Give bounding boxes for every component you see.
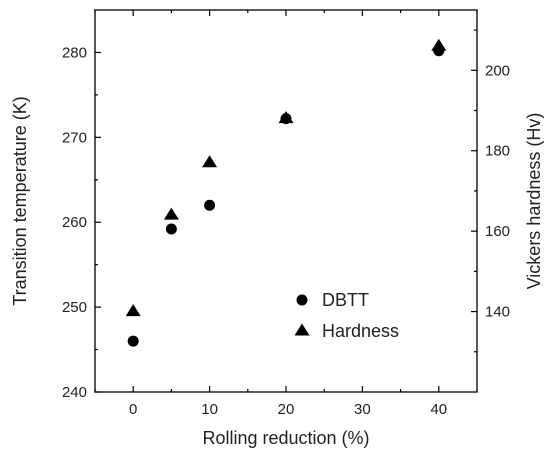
y-tick-label-0: 240 [62, 384, 87, 401]
legend-marker-dbtt [296, 294, 308, 306]
x-axis-title: Rolling reduction (%) [202, 428, 369, 448]
plot-frame [94, 9, 478, 393]
x-tick-label-4: 40 [430, 401, 447, 418]
y2-tick-label-3: 200 [485, 62, 510, 79]
legend-circle-icon [296, 294, 308, 306]
y-tick-label-1: 250 [62, 299, 87, 316]
point-dbtt-0 [127, 335, 139, 347]
legend-marker-hardness [294, 323, 310, 336]
x-tick-label-0: 0 [129, 401, 137, 418]
legend-label-hardness: Hardness [322, 321, 399, 341]
x-tick-label-1: 10 [201, 401, 218, 418]
y-axis-title: Transition temperature (K) [10, 96, 30, 305]
point-hardness-2 [202, 155, 218, 168]
legend-label-dbtt: DBTT [322, 290, 369, 310]
marks-layer [125, 38, 447, 347]
y-tick-label-3: 270 [62, 129, 87, 146]
point-dbtt-1 [165, 223, 177, 235]
x-tick-label-2: 20 [278, 401, 295, 418]
tick-layer: 0 10 20 30 40 240 250 260 270 280 140 160 180 200 [62, 10, 510, 418]
x-tick-label-3: 30 [354, 401, 371, 418]
point-hardness-0 [125, 304, 141, 317]
y2-tick-label-1: 160 [485, 223, 510, 240]
point-hardness-4 [431, 38, 447, 51]
y-tick-label-4: 280 [62, 44, 87, 61]
point-dbtt-2 [204, 199, 216, 211]
legend: DBTT Hardness [294, 290, 399, 341]
point-hardness-3 [278, 111, 294, 124]
y2-axis-title: Vickers hardness (Hv) [524, 113, 544, 290]
y2-tick-label-2: 180 [485, 143, 510, 160]
y2-tick-label-0: 140 [485, 304, 510, 321]
y-tick-label-2: 260 [62, 214, 87, 231]
legend-triangle-icon [294, 323, 310, 336]
point-hardness-1 [163, 207, 179, 220]
